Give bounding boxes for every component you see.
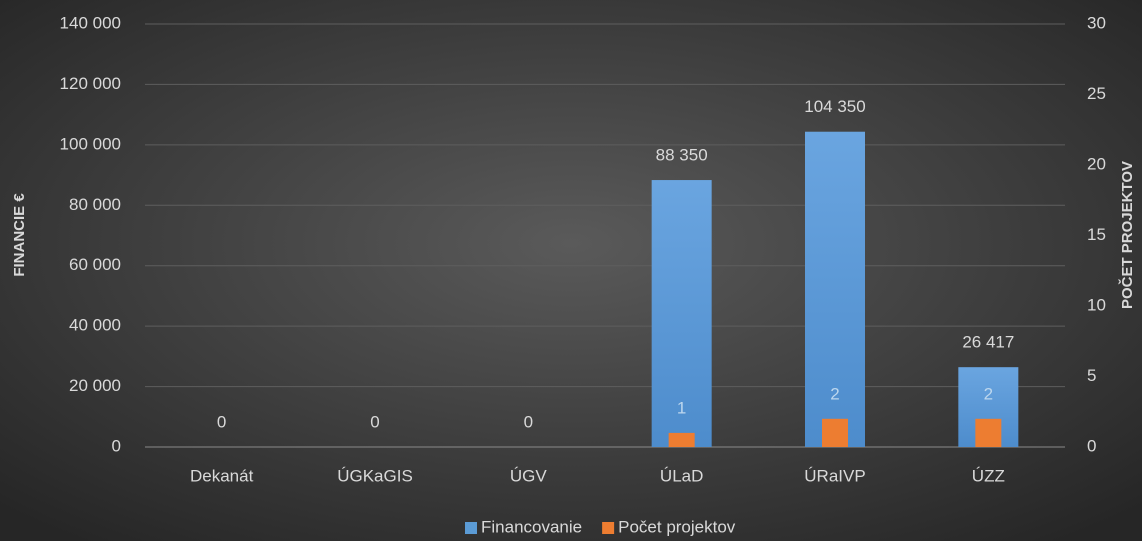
x-tick-label: ÚGKaGIS	[337, 466, 413, 485]
y2-tick-label: 15	[1087, 225, 1106, 244]
y2-tick-label: 30	[1087, 13, 1106, 32]
y-tick-label: 140 000	[60, 13, 121, 32]
y-tick-label: 40 000	[69, 316, 121, 335]
legend-swatch	[465, 522, 477, 534]
x-tick-label: ÚGV	[510, 466, 548, 485]
x-tick-label: ÚRaIVP	[804, 466, 865, 485]
data-label: 104 350	[804, 97, 865, 116]
x-tick-label: ÚZZ	[972, 466, 1005, 485]
y-tick-label: 120 000	[60, 74, 121, 93]
y-tick-label: 20 000	[69, 376, 121, 395]
bar	[822, 418, 848, 447]
y2-tick-label: 25	[1087, 84, 1106, 103]
data-label: 1	[677, 398, 686, 417]
y2-axis-title: POČET PROJEKTOV	[1118, 161, 1136, 309]
data-label: 2	[830, 384, 839, 403]
y2-tick-label: 20	[1087, 154, 1106, 173]
legend-label: Financovanie	[481, 517, 582, 536]
data-label: 0	[524, 412, 533, 431]
bar	[668, 432, 695, 447]
bar	[651, 180, 712, 447]
y-tick-label: 60 000	[69, 255, 121, 274]
data-label: 88 350	[656, 146, 708, 165]
y-tick-label: 100 000	[60, 134, 121, 153]
y-tick-label: 0	[112, 436, 121, 455]
legend-swatch	[602, 522, 615, 534]
x-tick-label: ÚLaD	[660, 466, 703, 485]
bar	[975, 418, 1002, 447]
data-label: 0	[217, 412, 226, 431]
legend-label: Počet projektov	[618, 517, 736, 536]
x-tick-label: Dekanát	[190, 466, 254, 485]
y2-tick-label: 5	[1087, 366, 1096, 385]
y2-tick-label: 0	[1087, 436, 1096, 455]
y-axis-title: FINANCIE €	[11, 193, 28, 277]
y2-tick-label: 10	[1087, 295, 1106, 314]
data-label: 0	[370, 412, 379, 431]
data-label: 2	[984, 384, 993, 403]
bar	[805, 131, 865, 447]
data-label: 26 417	[962, 333, 1014, 352]
y-tick-label: 80 000	[69, 195, 121, 214]
